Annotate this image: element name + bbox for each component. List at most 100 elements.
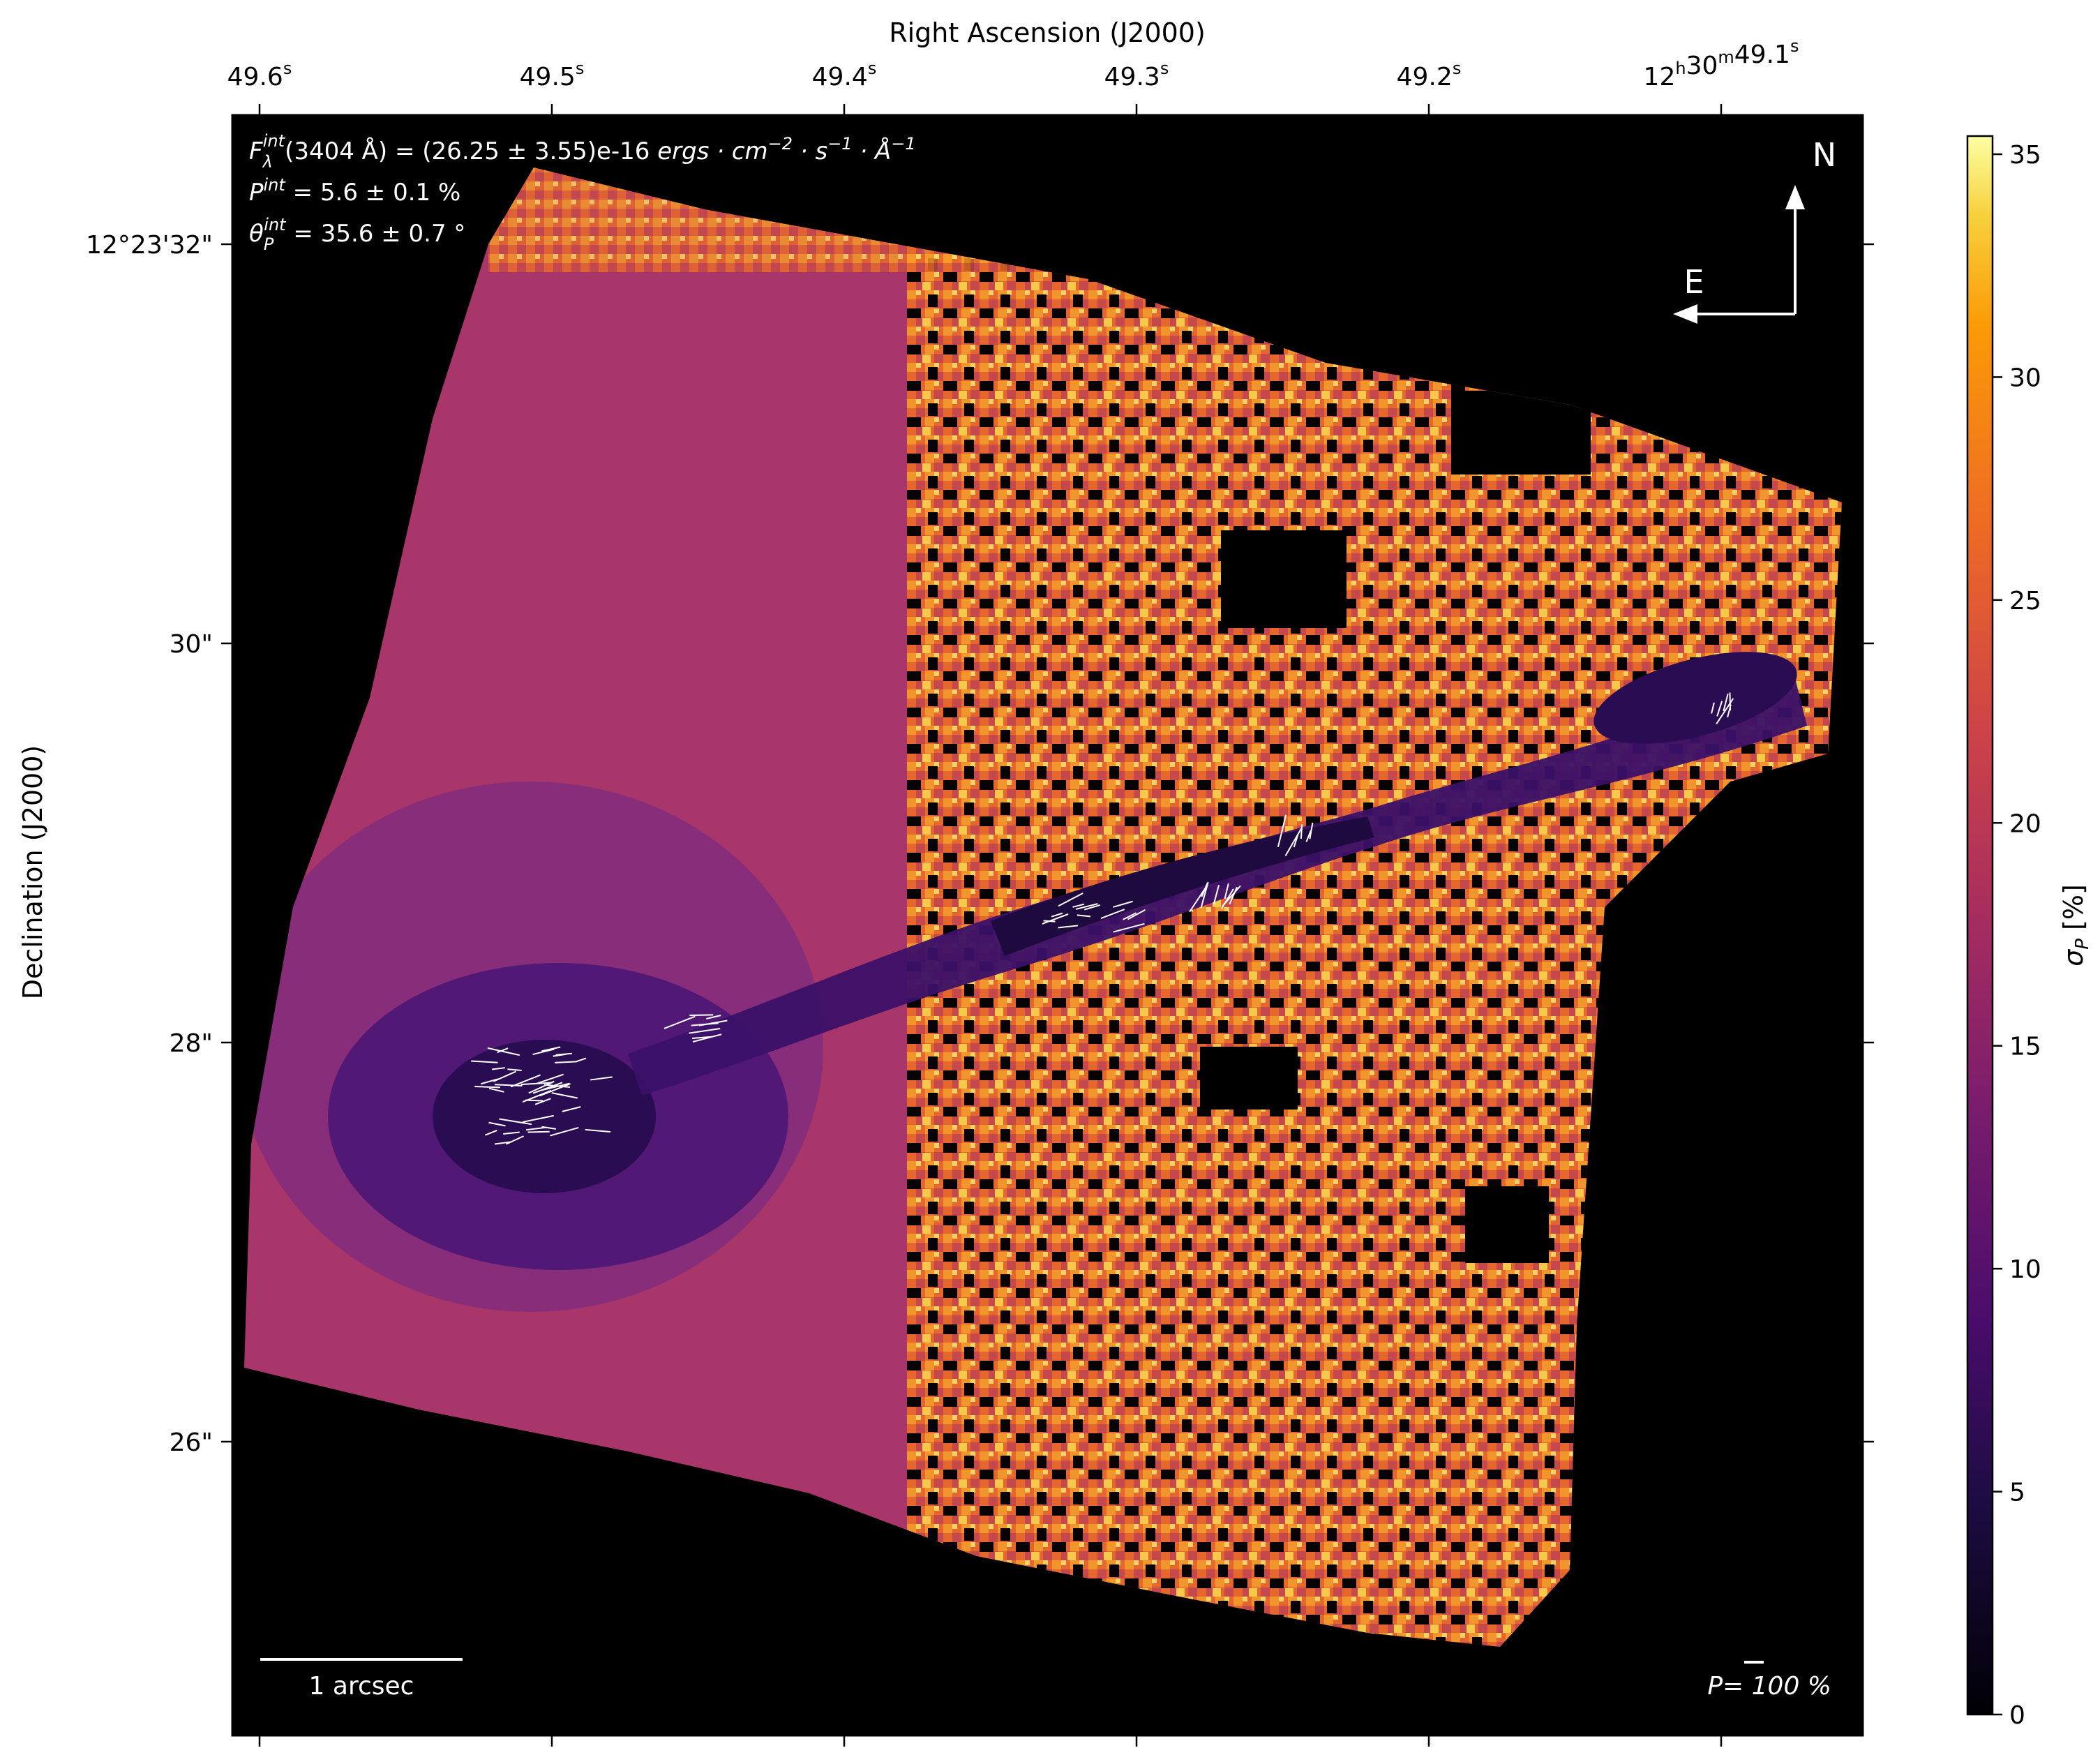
polarization-vector (471, 1060, 498, 1063)
axes-frame (231, 114, 1864, 1737)
flux-annotation: Fλint(3404 Å) = (26.25 ± 3.55)e-16 ergs … (249, 131, 916, 172)
y-axis-label: Declination (J2000) (17, 745, 48, 999)
polarization-vector (1075, 903, 1098, 910)
colorbar-ticks: 0 5 10 15 20 25 30 35 (1993, 141, 2041, 1730)
polarization-vector (541, 1046, 561, 1052)
compass (1673, 185, 1805, 324)
polarization-vector (1201, 883, 1208, 897)
polarization-vector (663, 1015, 696, 1029)
polarization-vector (1284, 828, 1303, 857)
x-tick-labels: 49.6s 49.5s 49.4s 49.3s 49.2s 12h30m49.1s (227, 36, 1799, 91)
colorbar-tick-label: 35 (2009, 141, 2041, 170)
vector-scale-label: P= 100 % (1707, 1672, 1831, 1701)
polarization-vector (493, 1070, 517, 1082)
polarization-vector (1711, 702, 1715, 714)
polarization-vector (1113, 900, 1133, 908)
x-tick-label: 49.2s (1397, 59, 1462, 91)
polarization-vector (520, 1082, 553, 1086)
polarization-vector (503, 1131, 520, 1135)
y-tick-labels: 12°23'32" 30" 28" 26" (86, 231, 213, 1457)
polarization-vector (562, 1106, 581, 1112)
north-arrowhead (1785, 185, 1805, 209)
angle-annotation: θPint = 35.6 ± 0.7 ° (249, 215, 465, 254)
polarization-vector (522, 1114, 554, 1123)
polarization-vector (525, 1099, 543, 1102)
polarization-vector (555, 1061, 577, 1063)
polarization-vector (534, 1098, 551, 1105)
polarization-vector (544, 1084, 570, 1088)
x-tick-label: 49.5s (520, 59, 585, 91)
polarization-vector (499, 1118, 532, 1126)
polarization-vector (1042, 913, 1069, 925)
scale-bar-label: 1 arcsec (309, 1672, 414, 1701)
colorbar-tick-label: 10 (2009, 1255, 2041, 1284)
polarization-vector (585, 1128, 611, 1133)
x-tick-label: 49.3s (1104, 59, 1169, 91)
annotation-block: Fλint(3404 Å) = (26.25 ± 3.55)e-16 ergs … (249, 131, 916, 254)
polarization-vector (1043, 920, 1056, 922)
polarization-vector (497, 1047, 509, 1054)
polarization-vector (1058, 925, 1079, 929)
polarization-vector (494, 1141, 511, 1145)
y-tick-label: 12°23'32" (86, 231, 213, 260)
polarization-vector (527, 1130, 550, 1133)
polarization-vector (706, 1015, 721, 1019)
polarization-vector (474, 1086, 500, 1089)
x-tick-label: 49.4s (812, 59, 877, 91)
colorbar-tick-label: 15 (2009, 1033, 2041, 1061)
polarization-vector (487, 1047, 520, 1056)
colorbar-tick-label: 30 (2009, 364, 2041, 392)
polarization-vectors (471, 692, 1734, 1145)
polarization-vector (691, 1022, 719, 1026)
polarization-vector (532, 1082, 563, 1094)
polarization-vector (1077, 914, 1091, 918)
polarization-vector (507, 1068, 522, 1071)
east-arrowhead (1673, 304, 1697, 324)
x-tick-label: 49.6s (227, 59, 292, 91)
polarization-vector (1200, 881, 1209, 909)
polarization-vector (491, 1067, 505, 1070)
polarization-vector (488, 1087, 504, 1093)
y-tick-label: 28" (170, 1029, 213, 1058)
polarization-vector (1229, 886, 1238, 905)
polarization-vector (590, 1076, 613, 1081)
east-label: E (1683, 263, 1704, 301)
polarization-vector (494, 1084, 523, 1086)
polarization-vector (488, 1121, 506, 1127)
colorbar-tick-label: 5 (2009, 1479, 2025, 1507)
polarization-vector (1300, 824, 1303, 839)
polarization-vector (1058, 892, 1083, 907)
polarization-vector (1113, 922, 1145, 933)
polarization-vector (1221, 888, 1234, 909)
polarization-vector (689, 1027, 721, 1034)
polarization-vector (1051, 912, 1063, 918)
colorbar-tick-label: 20 (2009, 809, 2041, 838)
colorbar-tick-label: 25 (2009, 587, 2041, 615)
polarization-vector (1213, 885, 1220, 905)
polarization-vector (506, 1135, 524, 1145)
x-axis-label: Right Ascension (J2000) (889, 17, 1206, 48)
polarization-vector (1123, 912, 1137, 920)
polarization-vector (1084, 904, 1101, 911)
polarization-vector (532, 1048, 555, 1056)
north-label: N (1813, 136, 1836, 174)
polarization-vector (1072, 903, 1085, 908)
polarization-vector (485, 1130, 497, 1136)
colorbar (1967, 136, 1993, 1715)
y-tick-label: 30" (170, 630, 213, 659)
polarization-vector (539, 1083, 571, 1097)
polarization-vector (525, 1126, 548, 1131)
polarization-vector (553, 1053, 567, 1057)
polarization-vector (550, 1126, 579, 1137)
polarization-annotation: Pint = 5.6 ± 0.1 % (249, 175, 460, 207)
polarization-vector (481, 1078, 499, 1085)
x-tick-label: 12h30m49.1s (1644, 36, 1799, 91)
polarization-vector (1224, 883, 1229, 899)
polarization-vector (536, 1073, 564, 1084)
polarization-vector (1277, 814, 1287, 848)
polarization-vector (1716, 698, 1734, 724)
polarization-vector (551, 1092, 578, 1099)
polarization-vector (541, 1126, 557, 1130)
polarization-vector (1100, 909, 1125, 919)
